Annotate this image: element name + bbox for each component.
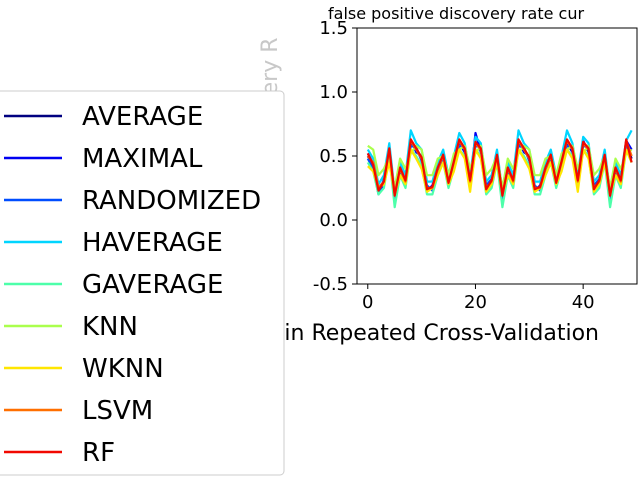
legend-label-lsvm: LSVM	[82, 396, 153, 426]
x-tick-label: 20	[464, 292, 487, 313]
ticks-layer: 0 20 40 -0.5 0.0 0.5 1.0 1.5	[313, 18, 595, 313]
legend-label-average: AVERAGE	[82, 102, 203, 132]
legend-label-rf: RF	[82, 438, 115, 468]
x-tick-label: 0	[362, 292, 373, 313]
y-tick-label: 1.0	[319, 82, 348, 103]
legend-label-wknn: WKNN	[82, 354, 164, 384]
x-tick-label: 40	[572, 292, 595, 313]
legend-label-gaverage: GAVERAGE	[82, 270, 223, 300]
legend-box	[0, 90, 285, 476]
y-tick-label: 0.0	[319, 210, 348, 231]
series-line-rf	[366, 138, 633, 197]
chart-title: false positive discovery rate cur	[328, 4, 584, 23]
y-tick-label: 1.5	[319, 18, 348, 39]
legend-label-haverage: HAVERAGE	[82, 228, 223, 258]
legend-label-maximal: MAXIMAL	[82, 144, 203, 174]
series-layer	[366, 129, 633, 209]
y-tick-label: 0.5	[319, 146, 348, 167]
legend-label-randomized: RANDOMIZED	[82, 186, 261, 216]
legend-label-knn: KNN	[82, 312, 138, 342]
y-tick-label: -0.5	[313, 274, 348, 295]
legend: AVERAGE MAXIMAL RANDOMIZED HAVERAGE GAVERAGE…	[4, 102, 261, 468]
